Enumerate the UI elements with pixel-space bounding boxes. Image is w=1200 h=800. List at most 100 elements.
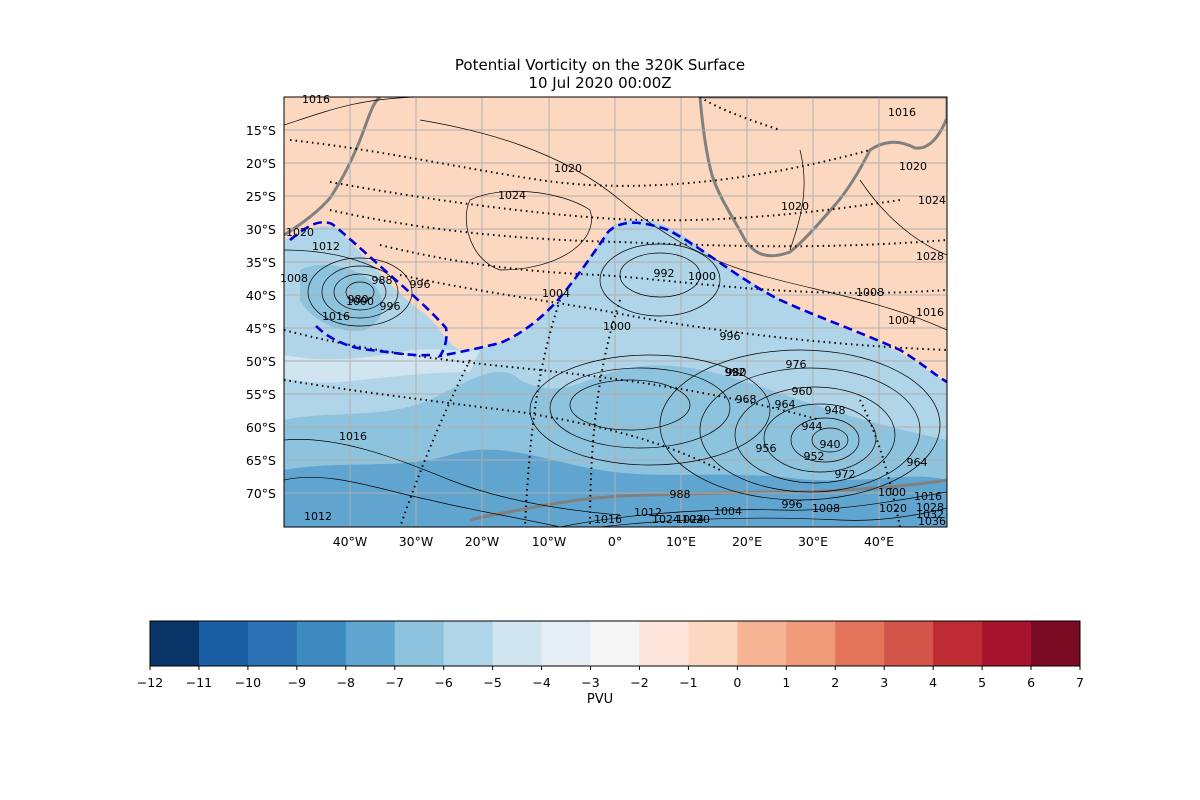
contour-label: 1016: [322, 310, 350, 323]
colorbar-segment: [297, 621, 346, 666]
colorbar-segment: [737, 621, 786, 666]
contour-label: 1016: [888, 106, 916, 119]
colorbar-segment: [884, 621, 933, 666]
lon-label: 40°W: [333, 534, 368, 549]
lat-label: 35°S: [246, 255, 276, 270]
contour-label: 1020: [899, 160, 927, 173]
contour-label: 1028: [916, 250, 944, 263]
contour-label: 996: [720, 330, 741, 343]
contour-label: 1024: [676, 513, 704, 526]
colorbar-segment: [150, 621, 199, 666]
colorbar-tick-label: −1: [679, 675, 697, 690]
colorbar-segment: [982, 621, 1031, 666]
lat-label: 50°S: [246, 354, 276, 369]
contour-label: 964: [775, 398, 796, 411]
colorbar-segment: [346, 621, 395, 666]
contour-label: 1016: [302, 93, 330, 106]
contour-label: 1008: [856, 286, 884, 299]
colorbar-segment: [493, 621, 542, 666]
colorbar-segment: [591, 621, 640, 666]
colorbar-tick-label: 1: [782, 675, 790, 690]
contour-label: 976: [786, 358, 807, 371]
contour-label: 1020: [286, 226, 314, 239]
colorbar-tick-label: −7: [386, 675, 404, 690]
colorbar-tick-label: 0: [733, 675, 741, 690]
colorbar-segment: [835, 621, 884, 666]
colorbar-segment: [1031, 621, 1080, 666]
contour-label: 1000: [346, 295, 374, 308]
contour-label: 1004: [714, 505, 742, 518]
colorbar-label: PVU: [0, 692, 1200, 707]
contour-label: 1008: [280, 272, 308, 285]
colorbar-tick-label: −10: [235, 675, 261, 690]
lat-label: 30°S: [246, 222, 276, 237]
lon-label: 0°: [608, 534, 622, 549]
contour-label: 1020: [781, 200, 809, 213]
colorbar-tick-label: −9: [288, 675, 306, 690]
colorbar-tick-label: 3: [880, 675, 888, 690]
lon-label: 20°E: [732, 534, 762, 549]
contour-label: 1016: [916, 306, 944, 319]
colorbar-segment: [395, 621, 444, 666]
contour-label: 996: [782, 498, 803, 511]
contour-label: 956: [756, 442, 777, 455]
contour-label: 992: [654, 267, 675, 280]
contour-label: 1012: [312, 240, 340, 253]
colorbar-segment: [199, 621, 248, 666]
contour-label: 964: [907, 456, 928, 469]
contour-label: 1020: [879, 502, 907, 515]
lat-label: 60°S: [246, 420, 276, 435]
colorbar-tick-label: 5: [978, 675, 986, 690]
colorbar-tick-label: −11: [186, 675, 212, 690]
lat-label: 40°S: [246, 288, 276, 303]
colorbar-segment: [248, 621, 297, 666]
lon-label: 40°E: [864, 534, 894, 549]
colorbar-tick-label: −2: [630, 675, 648, 690]
lat-label: 25°S: [246, 189, 276, 204]
contour-label: 996: [380, 300, 401, 313]
lat-label: 15°S: [246, 123, 276, 138]
colorbar: [150, 621, 1081, 666]
colorbar-tick-label: −6: [434, 675, 452, 690]
lat-label: 45°S: [246, 321, 276, 336]
colorbar-segment: [933, 621, 982, 666]
colorbar-tick-label: 6: [1027, 675, 1035, 690]
contour-label: 960: [792, 385, 813, 398]
contour-label: 952: [804, 450, 825, 463]
lon-label: 10°W: [532, 534, 567, 549]
contour-label: 1000: [688, 270, 716, 283]
contour-label: 1004: [542, 287, 570, 300]
colorbar-segment: [444, 621, 493, 666]
lon-label: 20°W: [465, 534, 500, 549]
contour-label: 1000: [603, 320, 631, 333]
contour-label: 996: [410, 278, 431, 291]
contour-label: 944: [802, 420, 823, 433]
colorbar-tick-label: 4: [929, 675, 937, 690]
contour-label: 1024: [918, 194, 946, 207]
lat-label: 70°S: [246, 486, 276, 501]
longitude-labels: 40°W 30°W 20°W 10°W 0° 10°E 20°E 30°E 40°E: [333, 534, 894, 549]
contour-label: 1016: [594, 513, 622, 526]
contour-label: 1016: [339, 430, 367, 443]
colorbar-tick-label: −4: [532, 675, 550, 690]
contour-label: 1024: [498, 189, 526, 202]
colorbar-segment: [542, 621, 591, 666]
contour-label: 1004: [888, 314, 916, 327]
colorbar-segment: [688, 621, 737, 666]
latitude-labels: 15°S 20°S 25°S 30°S 35°S 40°S 45°S 50°S 55°S 60°S…: [246, 123, 276, 501]
contour-label: 972: [835, 468, 856, 481]
colorbar-ticks: −12 −11 −10 −9 −8 −7 −6 −5 −4 −3 −2 −1 0 1 2 3 4 5 6 7: [137, 666, 1084, 690]
colorbar-tick-label: 2: [831, 675, 839, 690]
colorbar-tick-label: −3: [581, 675, 599, 690]
contour-label: 948: [825, 404, 846, 417]
contour-label: 980: [726, 366, 747, 379]
contour-label: 1008: [812, 502, 840, 515]
contour-label: 968: [736, 393, 757, 406]
colorbar-tick-label: −5: [483, 675, 501, 690]
lon-label: 30°E: [798, 534, 828, 549]
lon-label: 10°E: [666, 534, 696, 549]
lat-label: 65°S: [246, 453, 276, 468]
contour-label: 988: [372, 274, 393, 287]
colorbar-tick-label: −12: [137, 675, 163, 690]
